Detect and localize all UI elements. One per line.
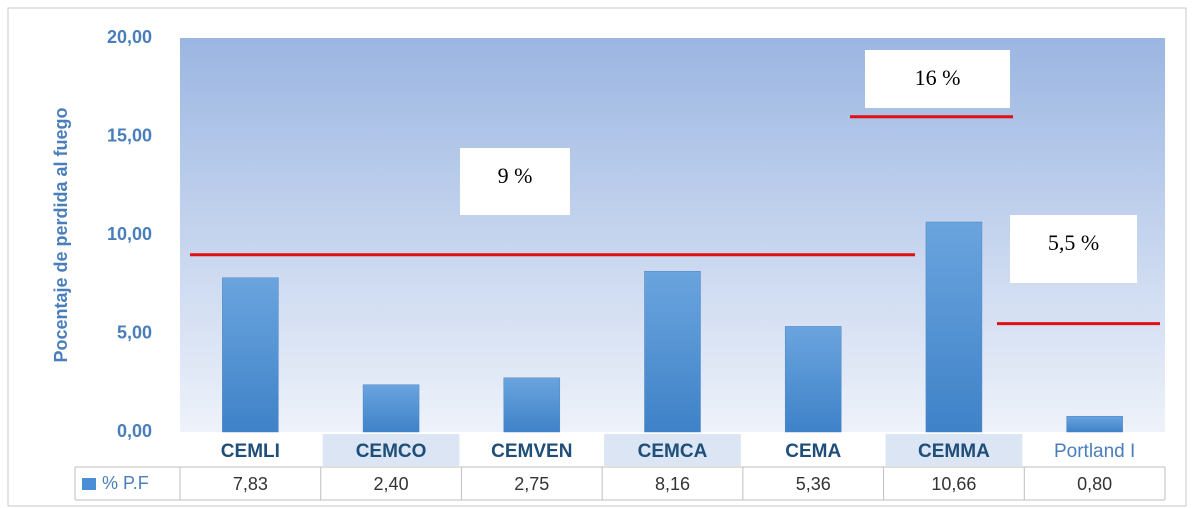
table-value: 10,66 (931, 474, 976, 494)
bar (784, 326, 842, 433)
y-tick-label: 0,00 (117, 421, 152, 441)
category-cell (604, 434, 741, 466)
x-tick-label: CEMMA (918, 441, 990, 462)
bar (362, 384, 420, 433)
table-value: 7,83 (233, 474, 268, 494)
annotation-box (865, 50, 1010, 108)
table-value: 0,80 (1077, 474, 1112, 494)
x-tick-label: CEMA (785, 441, 841, 462)
bar (503, 377, 561, 433)
category-cell (322, 434, 460, 466)
table-value: 2,75 (514, 474, 549, 494)
frame (7, 7, 1187, 507)
y-tick-label: 15,00 (107, 125, 152, 145)
annotation-label: 5,5 % (1048, 230, 1099, 255)
y-axis-title: Pocentaje de perdida al fuego (51, 107, 71, 362)
legend-label: % P.F (102, 473, 149, 493)
bar (1066, 415, 1123, 433)
legend-swatch (82, 478, 96, 490)
y-tick-label: 10,00 (107, 224, 152, 244)
annotation-box (1010, 215, 1137, 283)
bar (644, 270, 701, 433)
x-tick-label: CEMCA (638, 441, 708, 462)
x-tick-label: Portland I (1054, 441, 1135, 462)
y-tick-label: 20,00 (107, 27, 152, 47)
x-tick-label: CEMVEN (491, 441, 572, 462)
table-value: 2,40 (374, 474, 409, 494)
table-value: 8,16 (655, 474, 690, 494)
annotation-label: 16 % (915, 65, 961, 90)
bar (925, 221, 983, 433)
annotation-label: 9 % (498, 163, 533, 188)
annotation-box (460, 148, 570, 215)
x-tick-label: CEMLI (221, 441, 280, 462)
table-value: 5,36 (796, 474, 831, 494)
x-tick-label: CEMCO (356, 441, 427, 462)
bar (222, 277, 279, 433)
category-cell (885, 434, 1023, 466)
y-tick-label: 5,00 (117, 322, 152, 342)
